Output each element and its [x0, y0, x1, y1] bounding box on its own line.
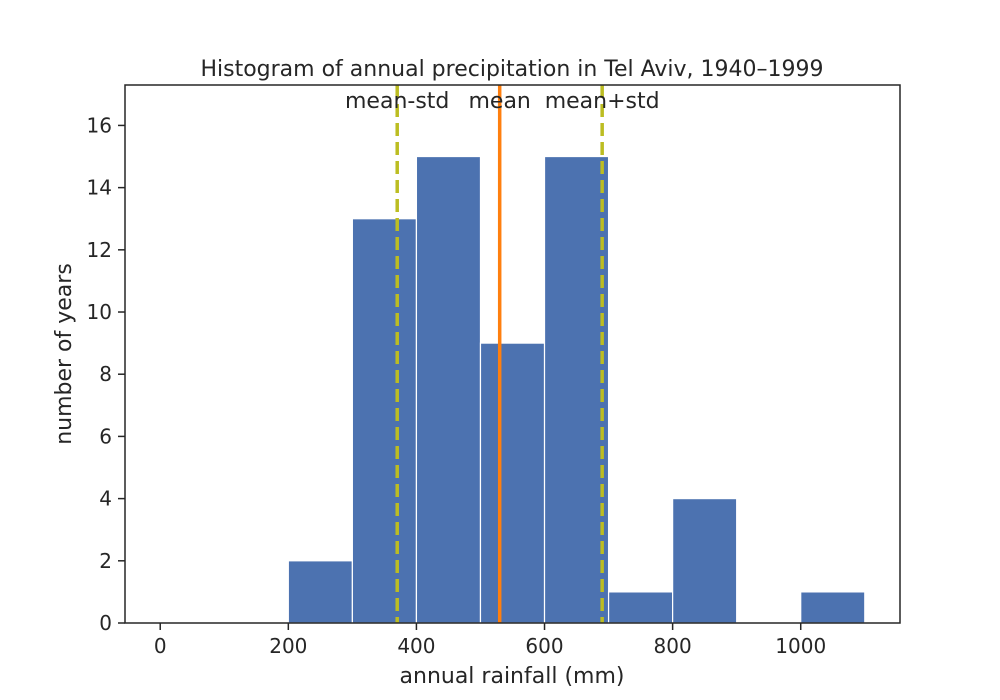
- y-axis-label: number of years: [52, 263, 77, 445]
- x-tick-label-5: 1000: [775, 634, 826, 658]
- histogram-bar-4: [543, 155, 610, 624]
- y-tick-label-8: 16: [87, 113, 112, 137]
- x-tick-label-2: 400: [397, 634, 435, 658]
- y-tick-label-0: 0: [99, 611, 112, 635]
- y-axis-ticks: 0 2 4 6 8 10 12 14 16: [87, 113, 125, 635]
- reference-lines-group: [395, 85, 604, 623]
- histogram-bar-8: [800, 591, 866, 624]
- y-tick-label-5: 10: [87, 300, 112, 324]
- x-axis-ticks: 0 200 400 600 800 1000: [154, 623, 826, 658]
- x-tick-label-0: 0: [154, 634, 167, 658]
- y-tick-label-7: 14: [87, 176, 112, 200]
- mean+std-annotation: mean+std: [545, 89, 660, 114]
- histogram-bar-2: [415, 155, 482, 624]
- mean-std-annotation: mean-std: [345, 89, 449, 114]
- plot-frame: [124, 84, 901, 624]
- histogram-bar-5: [607, 591, 674, 624]
- histogram-bar-0: [287, 560, 353, 624]
- histogram-bar-6: [672, 498, 738, 624]
- y-tick-label-3: 6: [99, 424, 112, 448]
- y-tick-label-2: 4: [99, 487, 112, 511]
- y-tick-label-4: 8: [99, 362, 112, 386]
- reference-labels-group: mean-std mean mean+std: [345, 89, 660, 114]
- x-tick-label-4: 800: [654, 634, 692, 658]
- x-axis-label: annual rainfall (mm): [400, 664, 625, 689]
- histogram-bar-1: [351, 218, 418, 624]
- chart-title: Histogram of annual precipitation in Tel…: [200, 57, 823, 82]
- bars-group: [287, 155, 866, 624]
- x-tick-label-1: 200: [269, 634, 307, 658]
- histogram-bar-3: [479, 342, 546, 624]
- y-tick-label-1: 2: [99, 549, 112, 573]
- x-tick-label-3: 600: [525, 634, 563, 658]
- mean-annotation: mean: [468, 89, 530, 114]
- y-tick-label-6: 12: [87, 238, 112, 262]
